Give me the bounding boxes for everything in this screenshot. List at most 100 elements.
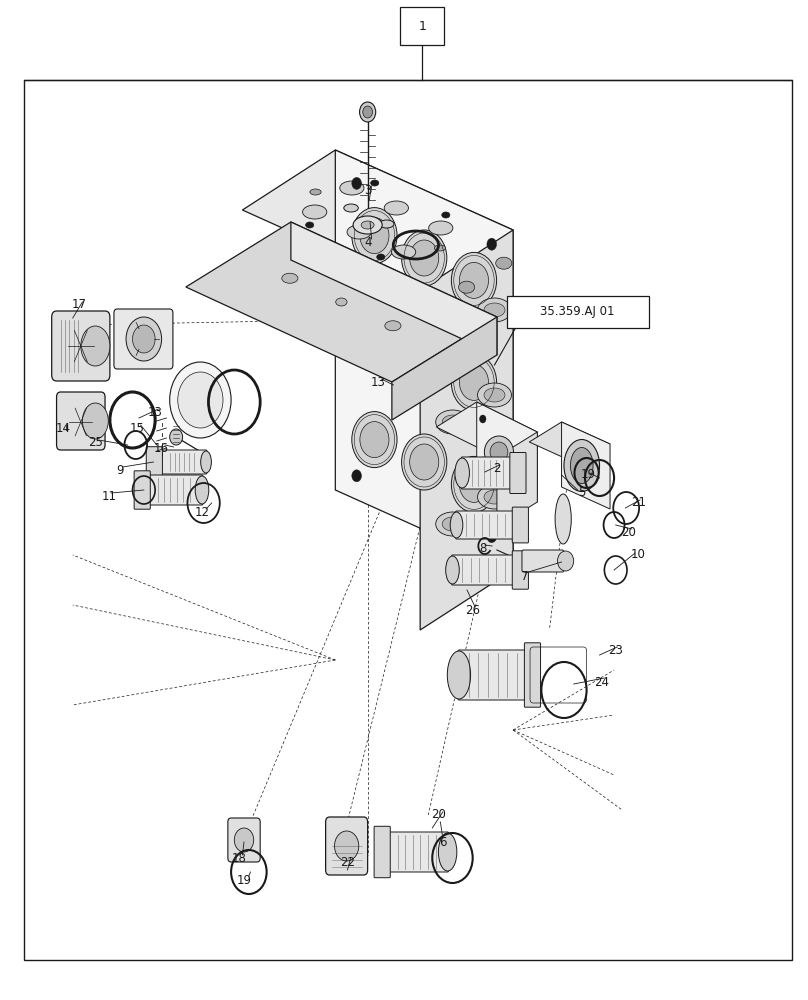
Ellipse shape xyxy=(81,326,110,366)
Polygon shape xyxy=(529,422,610,464)
Text: 15: 15 xyxy=(130,422,145,434)
Ellipse shape xyxy=(455,458,469,488)
FancyBboxPatch shape xyxy=(149,475,203,505)
Text: 1: 1 xyxy=(419,19,426,32)
Ellipse shape xyxy=(558,551,574,571)
Ellipse shape xyxy=(496,257,512,269)
Ellipse shape xyxy=(353,216,382,234)
Ellipse shape xyxy=(360,422,389,458)
FancyBboxPatch shape xyxy=(524,643,541,707)
Text: 17: 17 xyxy=(72,298,86,312)
Text: 23: 23 xyxy=(608,644,623,656)
Ellipse shape xyxy=(442,415,463,429)
Ellipse shape xyxy=(196,476,208,504)
Polygon shape xyxy=(497,432,537,527)
Ellipse shape xyxy=(402,332,447,388)
Ellipse shape xyxy=(570,448,593,484)
Ellipse shape xyxy=(344,204,359,212)
Text: 13: 13 xyxy=(148,406,162,418)
Text: 9: 9 xyxy=(116,464,124,477)
Ellipse shape xyxy=(448,651,470,699)
Ellipse shape xyxy=(478,383,511,407)
Text: 22: 22 xyxy=(340,856,355,868)
Ellipse shape xyxy=(442,212,450,218)
Text: 11: 11 xyxy=(102,489,116,502)
Text: 24: 24 xyxy=(595,676,609,688)
FancyBboxPatch shape xyxy=(114,309,173,369)
FancyBboxPatch shape xyxy=(134,471,150,509)
Ellipse shape xyxy=(170,362,231,438)
Ellipse shape xyxy=(402,230,447,286)
Ellipse shape xyxy=(234,828,254,852)
Polygon shape xyxy=(392,317,497,420)
Ellipse shape xyxy=(371,180,379,186)
Ellipse shape xyxy=(410,240,439,276)
Ellipse shape xyxy=(302,205,326,219)
Text: 7: 7 xyxy=(521,570,529,582)
Ellipse shape xyxy=(436,410,469,434)
Polygon shape xyxy=(420,230,513,630)
FancyBboxPatch shape xyxy=(374,826,390,878)
Ellipse shape xyxy=(351,310,397,366)
Polygon shape xyxy=(477,402,537,502)
Text: 20: 20 xyxy=(431,808,446,822)
FancyBboxPatch shape xyxy=(512,551,528,589)
Text: 19: 19 xyxy=(237,874,251,886)
Ellipse shape xyxy=(439,833,457,871)
Ellipse shape xyxy=(402,434,447,490)
Ellipse shape xyxy=(460,262,489,298)
Ellipse shape xyxy=(436,512,469,536)
Ellipse shape xyxy=(442,330,463,344)
FancyBboxPatch shape xyxy=(452,555,514,585)
Polygon shape xyxy=(186,222,497,382)
Ellipse shape xyxy=(459,281,475,293)
Ellipse shape xyxy=(391,245,415,259)
Ellipse shape xyxy=(478,485,511,509)
Ellipse shape xyxy=(452,456,497,512)
Ellipse shape xyxy=(460,364,489,400)
Text: 21: 21 xyxy=(631,495,646,508)
Ellipse shape xyxy=(351,177,361,189)
FancyBboxPatch shape xyxy=(146,447,162,477)
Ellipse shape xyxy=(82,403,108,439)
Ellipse shape xyxy=(410,444,439,480)
Ellipse shape xyxy=(487,238,497,250)
Ellipse shape xyxy=(479,457,486,465)
Ellipse shape xyxy=(351,470,361,482)
Ellipse shape xyxy=(200,451,212,473)
Ellipse shape xyxy=(335,831,359,861)
Ellipse shape xyxy=(340,181,364,195)
Ellipse shape xyxy=(490,442,507,462)
Ellipse shape xyxy=(484,303,505,317)
Ellipse shape xyxy=(442,517,463,531)
Bar xyxy=(24,80,792,960)
Ellipse shape xyxy=(478,298,511,322)
Ellipse shape xyxy=(360,320,389,356)
Ellipse shape xyxy=(384,201,409,215)
Ellipse shape xyxy=(484,388,505,402)
Ellipse shape xyxy=(309,189,321,195)
Text: 16: 16 xyxy=(154,442,169,454)
Ellipse shape xyxy=(487,531,497,543)
Ellipse shape xyxy=(282,273,298,283)
FancyBboxPatch shape xyxy=(456,511,514,539)
FancyBboxPatch shape xyxy=(458,650,526,700)
Ellipse shape xyxy=(351,412,397,468)
Ellipse shape xyxy=(435,245,446,251)
Text: 5: 5 xyxy=(578,486,586,498)
Ellipse shape xyxy=(452,252,497,308)
Polygon shape xyxy=(242,150,513,290)
Ellipse shape xyxy=(361,221,374,229)
Ellipse shape xyxy=(479,415,486,423)
Polygon shape xyxy=(562,422,610,509)
FancyBboxPatch shape xyxy=(512,507,528,543)
Polygon shape xyxy=(436,402,537,457)
Text: 6: 6 xyxy=(439,836,447,848)
Ellipse shape xyxy=(305,222,314,228)
Text: 13: 13 xyxy=(371,375,385,388)
Text: 19: 19 xyxy=(581,468,595,482)
Ellipse shape xyxy=(170,429,183,445)
Text: 10: 10 xyxy=(631,548,646,562)
Ellipse shape xyxy=(450,512,463,538)
Ellipse shape xyxy=(377,254,385,260)
